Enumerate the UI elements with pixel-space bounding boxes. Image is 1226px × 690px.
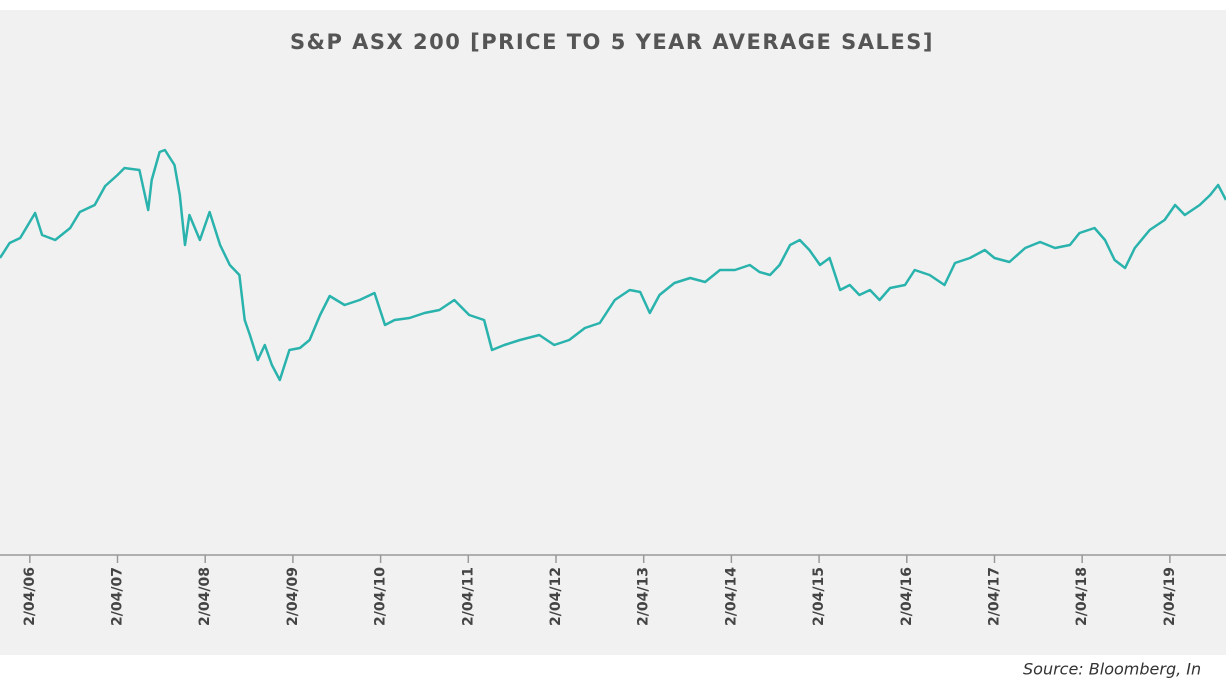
source-note: Source: Bloomberg, In	[1023, 660, 1201, 679]
x-tick-label: 2/04/07	[110, 567, 126, 626]
x-tick-label: 2/04/18	[1074, 567, 1090, 626]
x-tick-label: 2/04/14	[723, 567, 739, 626]
x-tick-label: 2/04/08	[197, 567, 213, 626]
x-tick-label: 2/04/15	[811, 567, 827, 626]
x-tick-label: 2/04/16	[899, 567, 915, 626]
x-tick-label: 2/04/06	[22, 567, 38, 626]
x-tick-label: 2/04/13	[636, 567, 652, 626]
x-tick-label: 2/04/19	[1162, 567, 1178, 626]
plot-background	[0, 10, 1226, 655]
x-tick-label: 2/04/09	[285, 567, 301, 626]
data-line	[0, 148, 1226, 382]
x-tick-label: 2/04/11	[460, 567, 476, 626]
x-tick-label: 2/04/10	[373, 567, 389, 626]
x-tick-label: 2/04/12	[548, 567, 564, 626]
chart-title: S&P ASX 200 [PRICE TO 5 YEAR AVERAGE SAL…	[290, 30, 934, 54]
x-tick-label: 2/04/17	[986, 567, 1002, 626]
